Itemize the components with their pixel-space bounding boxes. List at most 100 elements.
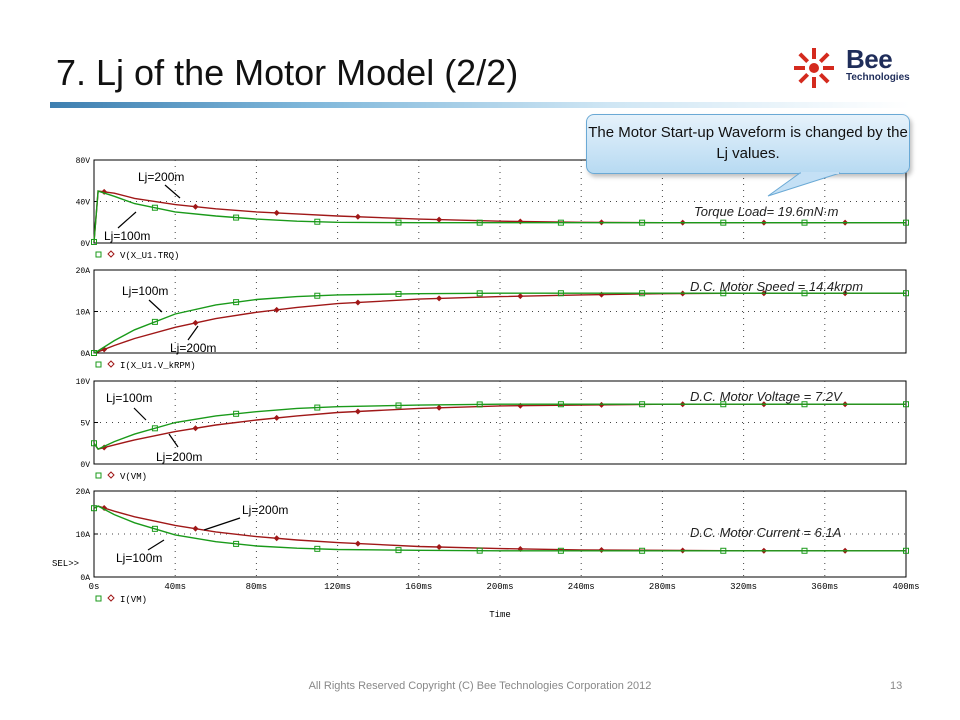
lj-annotation: Lj=200m (156, 450, 202, 464)
x-tick-label: 160ms (405, 582, 432, 592)
annotation-arrow (203, 517, 241, 531)
title-underline (50, 102, 910, 108)
copyright-footer: All Rights Reserved Copyright (C) Bee Te… (308, 680, 652, 692)
series-marker (436, 295, 443, 302)
series-marker (91, 238, 97, 245)
lj-annotation: Lj=100m (116, 551, 162, 565)
legend-square-marker (95, 472, 102, 479)
series-marker (151, 204, 158, 211)
y-tick-label: 0A (80, 350, 90, 359)
lj-annotation: Lj=100m (106, 391, 152, 405)
annotation-arrow (187, 325, 199, 341)
series-marker (476, 547, 483, 554)
x-tick-label: 0s (89, 582, 100, 592)
series-marker (476, 401, 483, 408)
annotation-arrow (168, 433, 179, 448)
x-tick-label: 240ms (568, 582, 595, 592)
series-marker (557, 290, 564, 297)
series-marker (639, 219, 646, 226)
series-marker (91, 350, 97, 356)
series-marker (233, 410, 240, 417)
series-marker (903, 219, 909, 226)
series-marker (314, 404, 321, 411)
lj-annotation: Lj=100m (122, 284, 168, 298)
bee-logo-icon (794, 48, 834, 88)
series-marker (273, 209, 280, 216)
series-marker (720, 547, 727, 554)
annotation-arrow (148, 299, 163, 313)
series-marker (598, 291, 605, 298)
series-marker (151, 318, 158, 325)
lj-annotation: Lj=200m (138, 170, 184, 184)
series-marker (233, 540, 240, 547)
legend-square-marker (95, 595, 102, 602)
series-marker (598, 547, 605, 554)
y-tick-label: 40V (76, 199, 91, 208)
series-marker (273, 306, 280, 313)
x-tick-label: 40ms (164, 582, 186, 592)
series-marker (720, 290, 727, 297)
y-tick-label: 10A (76, 309, 91, 318)
series-marker (395, 402, 402, 409)
series-marker (354, 299, 361, 306)
series-marker (314, 545, 321, 552)
x-tick-label: 200ms (486, 582, 513, 592)
callout-bubble: The Motor Start-up Waveform is changed b… (586, 114, 910, 174)
series-line-lj100 (93, 403, 906, 450)
series-marker (557, 547, 564, 554)
y-tick-label: 20A (76, 488, 91, 497)
series-marker (151, 425, 158, 432)
trace-name-label: V(VM) (120, 472, 147, 482)
series-line-lj100 (93, 292, 906, 354)
y-tick-label: 10V (76, 378, 91, 387)
x-tick-label: 400ms (892, 582, 919, 592)
annotation-arrow (133, 407, 147, 421)
series-marker (395, 219, 402, 226)
series-marker (354, 540, 361, 547)
series-marker (801, 290, 808, 297)
series-marker (557, 219, 564, 226)
series-marker (801, 401, 808, 408)
series-marker (192, 203, 199, 210)
y-tick-label: 20A (76, 267, 91, 276)
series-marker (903, 547, 909, 554)
annotation-arrow (164, 184, 181, 199)
series-marker (639, 547, 646, 554)
panel-value-label: D.C. Motor Current = 6.1A (690, 525, 841, 540)
legend-square-marker (95, 251, 102, 258)
series-marker (233, 214, 240, 221)
series-marker (801, 219, 808, 226)
trace-name-label: I(X_U1.V_kRPM) (120, 361, 196, 371)
slide-title: 7. Lj of the Motor Model (2/2) (56, 52, 519, 93)
x-tick-label: 360ms (811, 582, 838, 592)
lj-annotation: Lj=200m (170, 341, 216, 355)
logo-subtext: Technologies (846, 72, 910, 83)
y-tick-label: 10A (76, 531, 91, 540)
series-marker (192, 319, 199, 326)
series-marker (192, 525, 199, 532)
legend-diamond-marker (107, 250, 115, 258)
series-marker (476, 290, 483, 297)
y-tick-label: 5V (80, 420, 90, 429)
series-marker (436, 216, 443, 223)
series-marker (233, 299, 240, 306)
x-tick-label: 280ms (649, 582, 676, 592)
series-marker (273, 414, 280, 421)
trace-name-label: V(X_U1.TRQ) (120, 251, 179, 261)
series-marker (91, 505, 97, 512)
series-marker (273, 535, 280, 542)
series-marker (720, 401, 727, 408)
y-tick-label: 0V (80, 461, 90, 470)
series-marker (436, 544, 443, 551)
legend-diamond-marker (107, 594, 115, 602)
series-marker (801, 547, 808, 554)
series-marker (314, 292, 321, 299)
x-axis-label: Time (489, 610, 511, 620)
series-marker (314, 218, 321, 225)
panel-value-label: Torque Load= 19.6mN·m (694, 204, 839, 219)
series-marker (557, 401, 564, 408)
series-marker (354, 408, 361, 415)
lj-annotation: Lj=200m (242, 503, 288, 517)
y-tick-label: 80V (76, 157, 91, 166)
